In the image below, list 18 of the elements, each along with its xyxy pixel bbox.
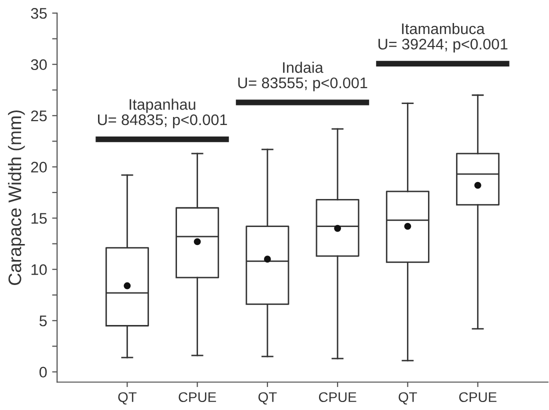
x-tick-label: CPUE [178,392,216,402]
x-tick-label: QT [258,392,277,405]
y-tick-label: 35 [30,8,47,19]
annotation: Itamambuca U= 39244; p<0.001 [378,22,508,53]
x-tick-label: QT [118,392,137,405]
x-tick-label: CPUE [459,392,496,402]
y-axis-title: Carapace Width (mm) [8,110,25,285]
y-tick-label: 5 [39,316,47,326]
x-tick-label: QT [398,392,417,405]
y-tick-label: 20 [31,162,47,173]
x-tick-label: CPUE [318,392,356,402]
annotation: Indaia U= 83555; p<0.001 [238,62,368,92]
y-tick-label: 10 [32,264,47,276]
y-tick-label: 15 [32,213,47,224]
annotation: Itapanhau U= 84835; p<0.001 [98,98,227,128]
y-tick-label: 25 [31,110,47,122]
y-tick-label: 30 [30,59,47,70]
y-tick-label: 0 [39,366,47,378]
